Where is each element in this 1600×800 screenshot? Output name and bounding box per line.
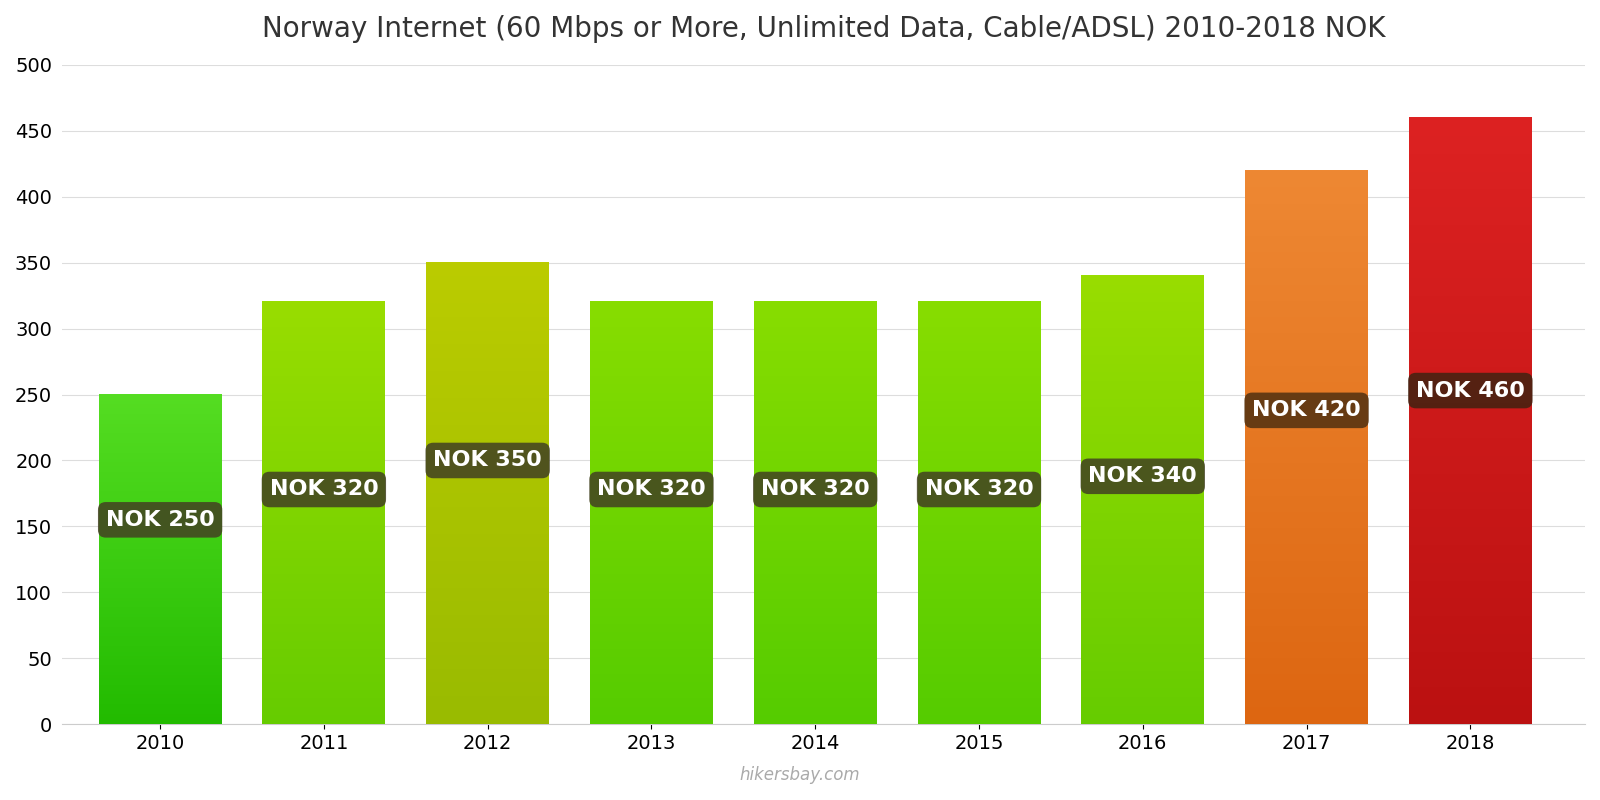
Text: NOK 250: NOK 250 [106,510,214,530]
Text: hikersbay.com: hikersbay.com [739,766,861,784]
Text: NOK 320: NOK 320 [925,479,1034,499]
Text: NOK 320: NOK 320 [762,479,870,499]
Text: NOK 420: NOK 420 [1253,400,1362,420]
Text: NOK 320: NOK 320 [269,479,378,499]
Text: NOK 320: NOK 320 [597,479,706,499]
Text: NOK 460: NOK 460 [1416,381,1525,401]
Title: Norway Internet (60 Mbps or More, Unlimited Data, Cable/ADSL) 2010-2018 NOK: Norway Internet (60 Mbps or More, Unlimi… [262,15,1386,43]
Text: NOK 340: NOK 340 [1088,466,1197,486]
Text: NOK 350: NOK 350 [434,450,542,470]
